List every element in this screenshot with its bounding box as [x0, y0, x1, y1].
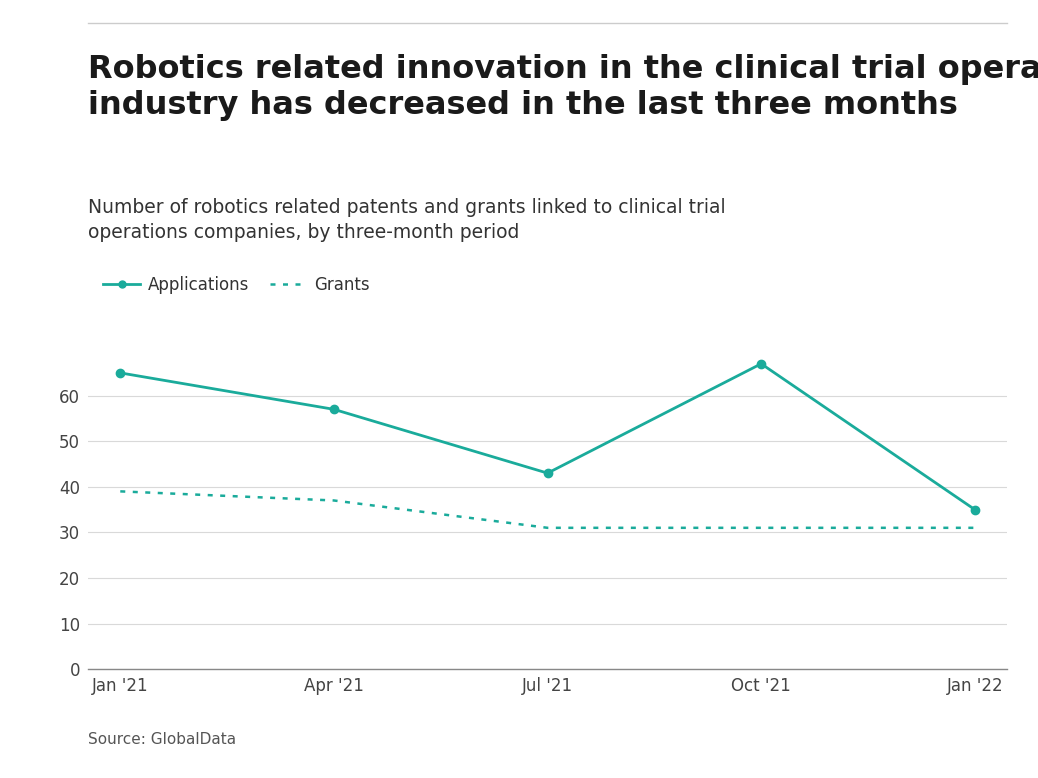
Text: Number of robotics related patents and grants linked to clinical trial
operation: Number of robotics related patents and g…: [88, 198, 726, 243]
Text: Source: GlobalData: Source: GlobalData: [88, 732, 237, 747]
Text: Robotics related innovation in the clinical trial operations
industry has decrea: Robotics related innovation in the clini…: [88, 54, 1038, 121]
Legend: Applications, Grants: Applications, Grants: [97, 269, 377, 300]
